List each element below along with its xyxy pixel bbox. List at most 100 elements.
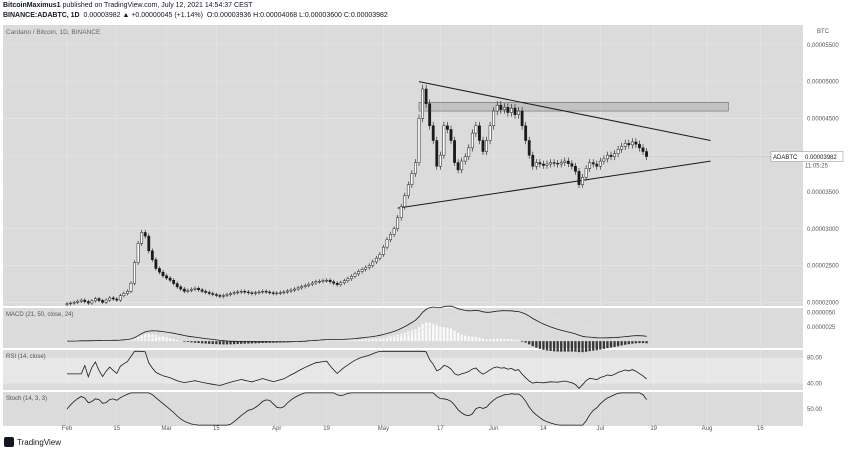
macd-line: [67, 305, 647, 343]
candle: [630, 141, 634, 146]
macd-histogram-bar: [488, 339, 492, 342]
macd-histogram-bar: [140, 335, 143, 342]
macd-histogram-bar: [581, 341, 584, 353]
macd-histogram-bar: [510, 339, 513, 342]
stoch-label: Stoch (14, 3, 3): [6, 396, 47, 402]
macd-histogram-bar: [616, 341, 620, 347]
macd-histogram-bar: [215, 341, 218, 345]
time-tick-label: 16: [757, 426, 764, 432]
candle: [296, 287, 300, 290]
candle: [278, 292, 282, 294]
macd-histogram-bar: [158, 335, 161, 342]
macd-histogram-bar: [528, 341, 531, 345]
macd-histogram-bar: [432, 323, 435, 342]
candle: [563, 160, 567, 163]
candle: [353, 273, 357, 277]
macd-histogram-bar: [403, 332, 406, 342]
stoch-tick-label: 50.00: [807, 407, 823, 413]
macd-histogram-bar: [439, 326, 442, 342]
macd-histogram-bar: [606, 341, 609, 349]
macd-histogram-bar: [474, 336, 478, 342]
macd-histogram-bar: [588, 341, 591, 352]
macd-histogram-bar: [517, 340, 520, 342]
macd-histogram-bar: [232, 341, 236, 345]
macd-histogram-bar: [506, 339, 510, 342]
price-tick-label: 0.00002000: [807, 300, 839, 306]
macd-histogram-bar: [620, 341, 623, 346]
candle: [168, 277, 172, 281]
candle: [94, 298, 97, 302]
macd-histogram-bar: [407, 331, 410, 342]
chart-area[interactable]: 0.00002000 0.00002500 0.00003000 0.00003500…: [0, 22, 850, 434]
price-tick-label: 0.00005500: [807, 43, 839, 49]
candle: [520, 110, 524, 127]
candle: [438, 154, 442, 167]
macd-histogram-bar: [222, 341, 225, 345]
candle: [172, 280, 176, 284]
candle: [570, 163, 574, 167]
candle: [254, 292, 257, 294]
candle: [111, 297, 115, 300]
macd-histogram-bar: [236, 341, 239, 345]
candle: [335, 282, 339, 285]
macd-histogram-bar: [371, 338, 374, 342]
candle: [474, 125, 478, 134]
macd-histogram-bar: [389, 336, 392, 342]
candle: [534, 162, 538, 167]
candle: [108, 297, 112, 301]
candle: [222, 295, 225, 297]
macd-histogram-bar: [144, 334, 147, 342]
macd-histogram-bar: [638, 341, 641, 344]
macd-histogram-bar: [186, 341, 190, 342]
current-price-badge: [770, 151, 844, 162]
macd-histogram-bar: [613, 341, 616, 347]
macd-histogram-bar: [471, 336, 474, 342]
candle: [232, 292, 236, 294]
candle: [559, 162, 563, 165]
macd-histogram-bar: [520, 341, 524, 342]
macd-histogram-bar: [385, 336, 389, 342]
candle: [478, 125, 481, 141]
candle: [502, 107, 506, 110]
rsi-tick-label: 80.00: [807, 356, 823, 362]
symbol-info: BINANCE:ADABTC, 1D 0.00003982 ▲ +0.00000…: [3, 12, 388, 19]
candle: [204, 291, 208, 293]
macd-histogram-bar: [392, 335, 396, 342]
macd-histogram-bar: [645, 341, 648, 344]
rsi-band: [3, 357, 803, 384]
macd-histogram-bar: [382, 337, 385, 342]
candle: [360, 269, 364, 272]
candle: [90, 300, 94, 304]
macd-histogram-bar: [414, 329, 417, 342]
candle: [236, 291, 240, 294]
macd-histogram-bar: [442, 326, 446, 342]
macd-histogram-bar: [197, 341, 200, 344]
price-pane: [3, 25, 803, 306]
macd-histogram-bar: [147, 334, 150, 342]
candle: [318, 280, 321, 283]
macd-histogram-bar: [229, 341, 232, 345]
macd-histogram-bar: [375, 338, 378, 342]
macd-histogram-bar: [641, 341, 645, 344]
candle: [342, 280, 346, 283]
publish-date: published on TradingView.com, July 12, 2…: [62, 2, 253, 9]
candle: [634, 141, 638, 145]
macd-histogram-bar: [243, 341, 246, 344]
macd-histogram-bar: [378, 337, 382, 342]
macd-histogram-bar: [492, 339, 495, 342]
candle: [86, 301, 90, 304]
macd-histogram-bar: [250, 341, 254, 344]
macd-histogram-bar: [574, 341, 577, 352]
candle: [211, 293, 215, 295]
bar-countdown: 11:05:25: [805, 164, 829, 170]
candle: [261, 291, 264, 293]
candle: [602, 158, 606, 162]
candle: [129, 282, 133, 292]
candle: [72, 302, 76, 304]
chart-title: Cardano / Bitcoin, 1D, BINANCE: [6, 29, 101, 36]
candle: [513, 107, 517, 115]
macd-histogram-bar: [624, 341, 627, 345]
candle: [463, 156, 467, 162]
price-tick-label: 0.00005000: [807, 80, 839, 86]
candle: [161, 271, 165, 277]
